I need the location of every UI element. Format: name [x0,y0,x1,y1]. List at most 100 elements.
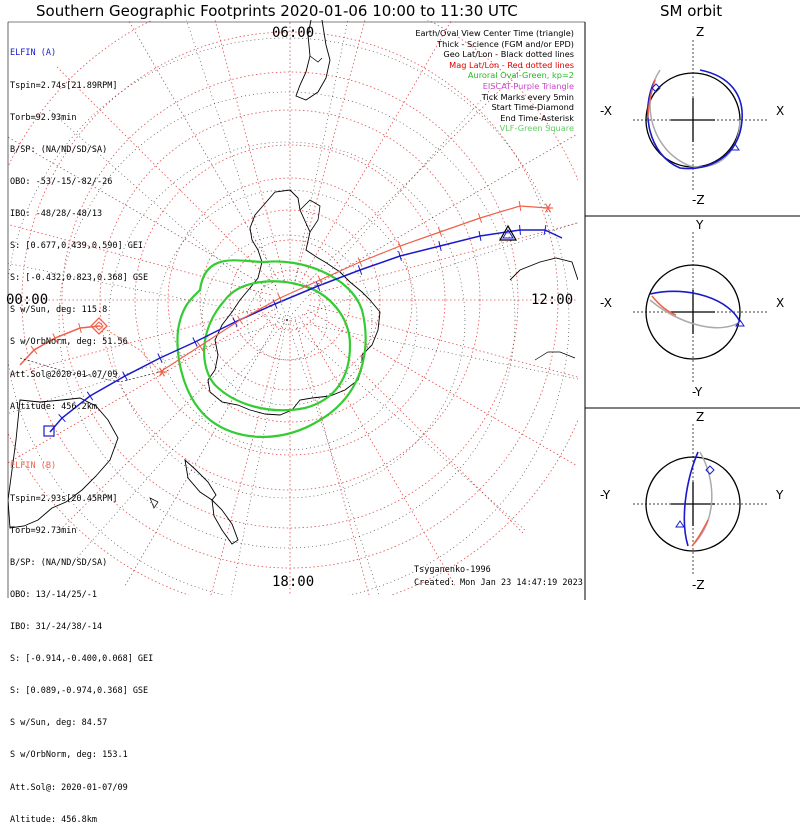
elfin-a-orbnorm: S w/OrbNorm, deg: 51.56 [10,337,128,348]
orbit-panel-1-left: -X [600,104,612,118]
elfin-a-center-triangle-inner [502,229,514,239]
elfin-b-tspin: Tspin=2.93s[20.45RPM] [10,493,118,504]
geo-lat-circle [58,91,516,549]
elfin-b-tick [277,293,283,303]
elfin-a-tspin: Tspin=2.74s[21.89RPM] [10,80,118,91]
orbit-panel-3-top: Z [696,410,705,424]
orbit-start-diamond [705,465,715,475]
elfin-a-tick [86,391,94,401]
elfin-b-ibo: IBO: 31/-24/38/-14 [10,621,103,632]
orbit-b-path [649,299,741,329]
elfin-b-start-diamond [90,317,108,335]
orbit-panel-1-right: X [776,104,785,118]
elfin-b-altitude: Altitude: 456.8km [10,814,97,825]
created-timestamp: Created: Mon Jan 23 14:47:19 2023 [414,578,583,588]
elfin-b-tick [477,213,483,223]
footprint-chart [7,20,800,600]
elfin-trace-connector [19,357,161,383]
legend-item: Thick - Science (FGM and/or EPD) [437,38,574,49]
elfin-b-asterisk [544,203,552,213]
orbit-panel-3-right: Y [776,488,784,502]
elfin-b-bsp: B/SP: (NA/ND/SD/SA) [10,557,108,568]
elfin-b-tick [357,257,363,267]
elfin-b-name: ELFIN (B) [10,461,57,472]
elfin-a-tick [232,317,238,327]
geo-lon-line [46,107,288,321]
orbit-panel-2-bottom: -Y [692,385,703,399]
geo-grid [8,20,578,595]
mag-lat-circle [134,144,446,456]
legend-item: Earth/Oval View Center Time (triangle) [415,28,574,38]
elfin-a-trace [49,229,563,433]
mlt-label-right: 12:00 [531,292,574,308]
orbit-panel-3-left: -Y [600,488,611,502]
elfin-a-start-marker [43,425,55,437]
geo-lat-circle [246,279,328,361]
elfin-a-info: ELFIN (A) Tspin=2.74s[21.89RPM] Torb=92.… [10,27,148,423]
elfin-a-tick [438,241,442,251]
mag-lat-circle [167,177,413,423]
elfin-b-tick [397,241,403,251]
orbit-a-path [683,451,699,547]
geo-lon-line [186,20,288,321]
orbit-panel-2-right: X [776,296,785,310]
elfin-b-gse: S: [0.089,-0.974,0.368] GSE [10,686,149,697]
mag-lat-circle [99,109,481,491]
geo-lon-line [286,319,528,533]
elfin-a-name: ELFIN (A) [10,48,57,59]
geo-lon-line [74,319,288,561]
mlt-label-left: 00:00 [6,292,49,308]
elfin-a-bsp: B/SP: (NA/ND/SD/SA) [10,144,108,155]
mlt-label-top: 06:00 [272,25,315,41]
orbit-b-segment [647,79,656,119]
elfin-a-tick [478,230,482,242]
orbit-b-segment [691,519,709,547]
elfin-b-info: ELFIN (B) Tspin=2.93s[20.45RPM] Torb=92.… [10,440,153,836]
elfin-a-tick [192,337,198,347]
orbit-title: SM orbit [660,2,723,20]
mag-lat-circle [229,239,351,361]
elfin-a-sun: S w/Sun, deg: 115.8 [10,305,108,316]
legend-item: EISCAT-Purple Triangle [482,80,574,91]
elfin-a-tick [315,281,321,291]
auroral-oval-inner [203,280,352,412]
elfin-a-center-triangle [498,224,518,241]
chart-title: Southern Geographic Footprints 2020-01-0… [36,2,518,20]
mag-lon-line [309,304,578,378]
elfin-b-attsol: Att.Sol@: 2020-01-07/09 [10,782,128,793]
footprint-traces [19,200,563,437]
elfin-a-ibo: IBO: -48/28/-48/13 [10,208,103,219]
mlt-label-bottom: 18:00 [272,574,315,590]
polar-map [8,20,578,595]
mag-lon-line [299,317,456,586]
elfin-a-obo: OBO: -53/-15/-82/-26 [10,176,113,187]
orbit-panel-3-bottom: -Z [692,578,705,592]
elfin-b-tick [437,227,443,237]
geo-lat-circle [8,37,570,595]
orbit-panel-2-left: -X [600,296,612,310]
elfin-b-tick [30,345,38,355]
elfin-b-trace [159,205,549,373]
legend-item: VLF-Green Square [499,123,574,134]
geo-lon-line [286,79,500,321]
elfin-b-gei: S: [-0.914,-0.400,0.068] GEI [10,654,154,665]
legend-item: Geo Lat/Lon - Black dotted lines [443,49,574,60]
mag-lon-line [307,134,576,291]
orbit-a-path [647,69,743,170]
geo-lon-line [286,222,578,321]
mag-lon-line [309,222,578,296]
legend: Earth/Oval View Center Time (triangle) T… [415,28,574,134]
orbit-panel-1-top: Z [696,25,705,39]
geo-lon-line [286,319,380,595]
geo-lon-line [230,319,288,595]
legend-item: Mag Lat/Lon - Red dotted lines [449,59,574,70]
elfin-a-tick [58,413,66,423]
elfin-a-torb: Torb=92.93min [10,112,77,123]
orbit-center-triangle [735,319,745,327]
elfin-a-tick [357,265,363,275]
auroral-oval-outer [176,259,367,438]
legend-item: Tick Marks every 5min [481,91,574,102]
earth-circle [645,264,741,360]
elfin-a-attsol: Att.Sol@2020-01-07/09 [10,369,118,380]
elfin-b-orbnorm: S w/OrbNorm, deg: 153.1 [10,750,128,761]
